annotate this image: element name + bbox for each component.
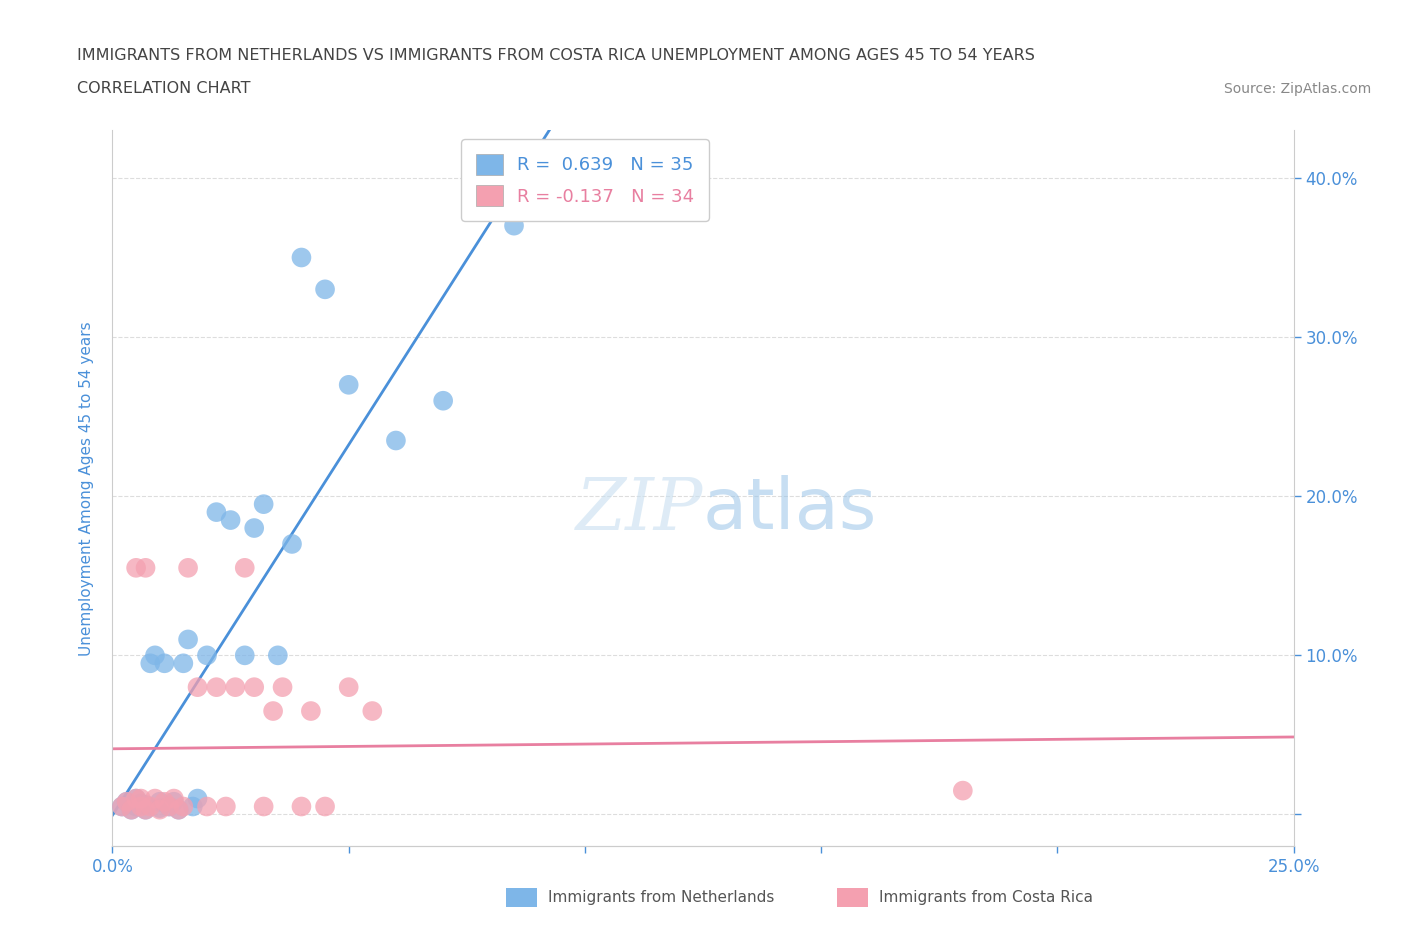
Point xyxy=(111,799,134,814)
Point xyxy=(167,803,190,817)
Point xyxy=(111,799,134,814)
Point xyxy=(125,791,148,806)
Point xyxy=(253,497,276,512)
Point xyxy=(215,799,238,814)
Point xyxy=(172,656,194,671)
Point xyxy=(186,680,208,695)
Point xyxy=(195,648,218,663)
Point xyxy=(952,783,974,798)
Point xyxy=(135,803,157,817)
Point xyxy=(135,798,157,813)
Point xyxy=(153,656,176,671)
Point xyxy=(139,799,162,814)
Point xyxy=(219,512,242,527)
Point xyxy=(290,799,312,814)
Y-axis label: Unemployment Among Ages 45 to 54 years: Unemployment Among Ages 45 to 54 years xyxy=(79,321,94,656)
Text: IMMIGRANTS FROM NETHERLANDS VS IMMIGRANTS FROM COSTA RICA UNEMPLOYMENT AMONG AGE: IMMIGRANTS FROM NETHERLANDS VS IMMIGRANT… xyxy=(77,48,1035,63)
Point xyxy=(143,791,166,806)
Text: CORRELATION CHART: CORRELATION CHART xyxy=(77,81,250,96)
Point xyxy=(253,799,276,814)
Point xyxy=(299,704,322,719)
Point xyxy=(503,219,526,233)
Point xyxy=(149,803,172,817)
Point xyxy=(550,170,572,185)
Point xyxy=(385,433,408,448)
Point xyxy=(153,794,176,809)
Point xyxy=(125,799,148,814)
Point xyxy=(125,791,148,806)
Point xyxy=(135,803,157,817)
Point xyxy=(143,648,166,663)
Point xyxy=(361,704,384,719)
Point xyxy=(120,803,142,817)
Point xyxy=(167,803,190,817)
Point xyxy=(129,791,152,806)
FancyBboxPatch shape xyxy=(506,888,537,907)
Point xyxy=(243,680,266,695)
Text: Immigrants from Netherlands: Immigrants from Netherlands xyxy=(548,890,775,905)
Point xyxy=(181,799,204,814)
Point xyxy=(129,799,152,814)
Point xyxy=(205,505,228,520)
Text: Immigrants from Costa Rica: Immigrants from Costa Rica xyxy=(879,890,1092,905)
Legend: R =  0.639   N = 35, R = -0.137   N = 34: R = 0.639 N = 35, R = -0.137 N = 34 xyxy=(461,140,709,220)
Point xyxy=(224,680,246,695)
Point xyxy=(163,791,186,806)
Point xyxy=(139,656,162,671)
Point xyxy=(186,791,208,806)
Point xyxy=(129,796,152,811)
Point xyxy=(149,801,172,816)
Point xyxy=(125,561,148,576)
Point xyxy=(314,799,336,814)
Point xyxy=(172,799,194,814)
Point xyxy=(115,794,138,809)
Point xyxy=(337,378,360,392)
Point xyxy=(177,632,200,647)
Point xyxy=(195,799,218,814)
Point xyxy=(271,680,294,695)
Point xyxy=(243,521,266,536)
Text: atlas: atlas xyxy=(703,475,877,544)
Point xyxy=(337,680,360,695)
Point xyxy=(262,704,284,719)
Point xyxy=(314,282,336,297)
Point xyxy=(115,794,138,809)
Point xyxy=(205,680,228,695)
Point xyxy=(233,648,256,663)
Point xyxy=(177,561,200,576)
Point xyxy=(281,537,304,551)
Point xyxy=(267,648,290,663)
Point xyxy=(135,561,157,576)
Point xyxy=(157,799,180,814)
FancyBboxPatch shape xyxy=(837,888,868,907)
Point xyxy=(432,393,454,408)
Text: ZIP: ZIP xyxy=(575,474,703,545)
Point xyxy=(163,794,186,809)
Point xyxy=(120,803,142,817)
Point xyxy=(157,799,180,814)
Point xyxy=(233,561,256,576)
Point xyxy=(290,250,312,265)
Point xyxy=(149,794,172,809)
Text: Source: ZipAtlas.com: Source: ZipAtlas.com xyxy=(1223,82,1371,96)
